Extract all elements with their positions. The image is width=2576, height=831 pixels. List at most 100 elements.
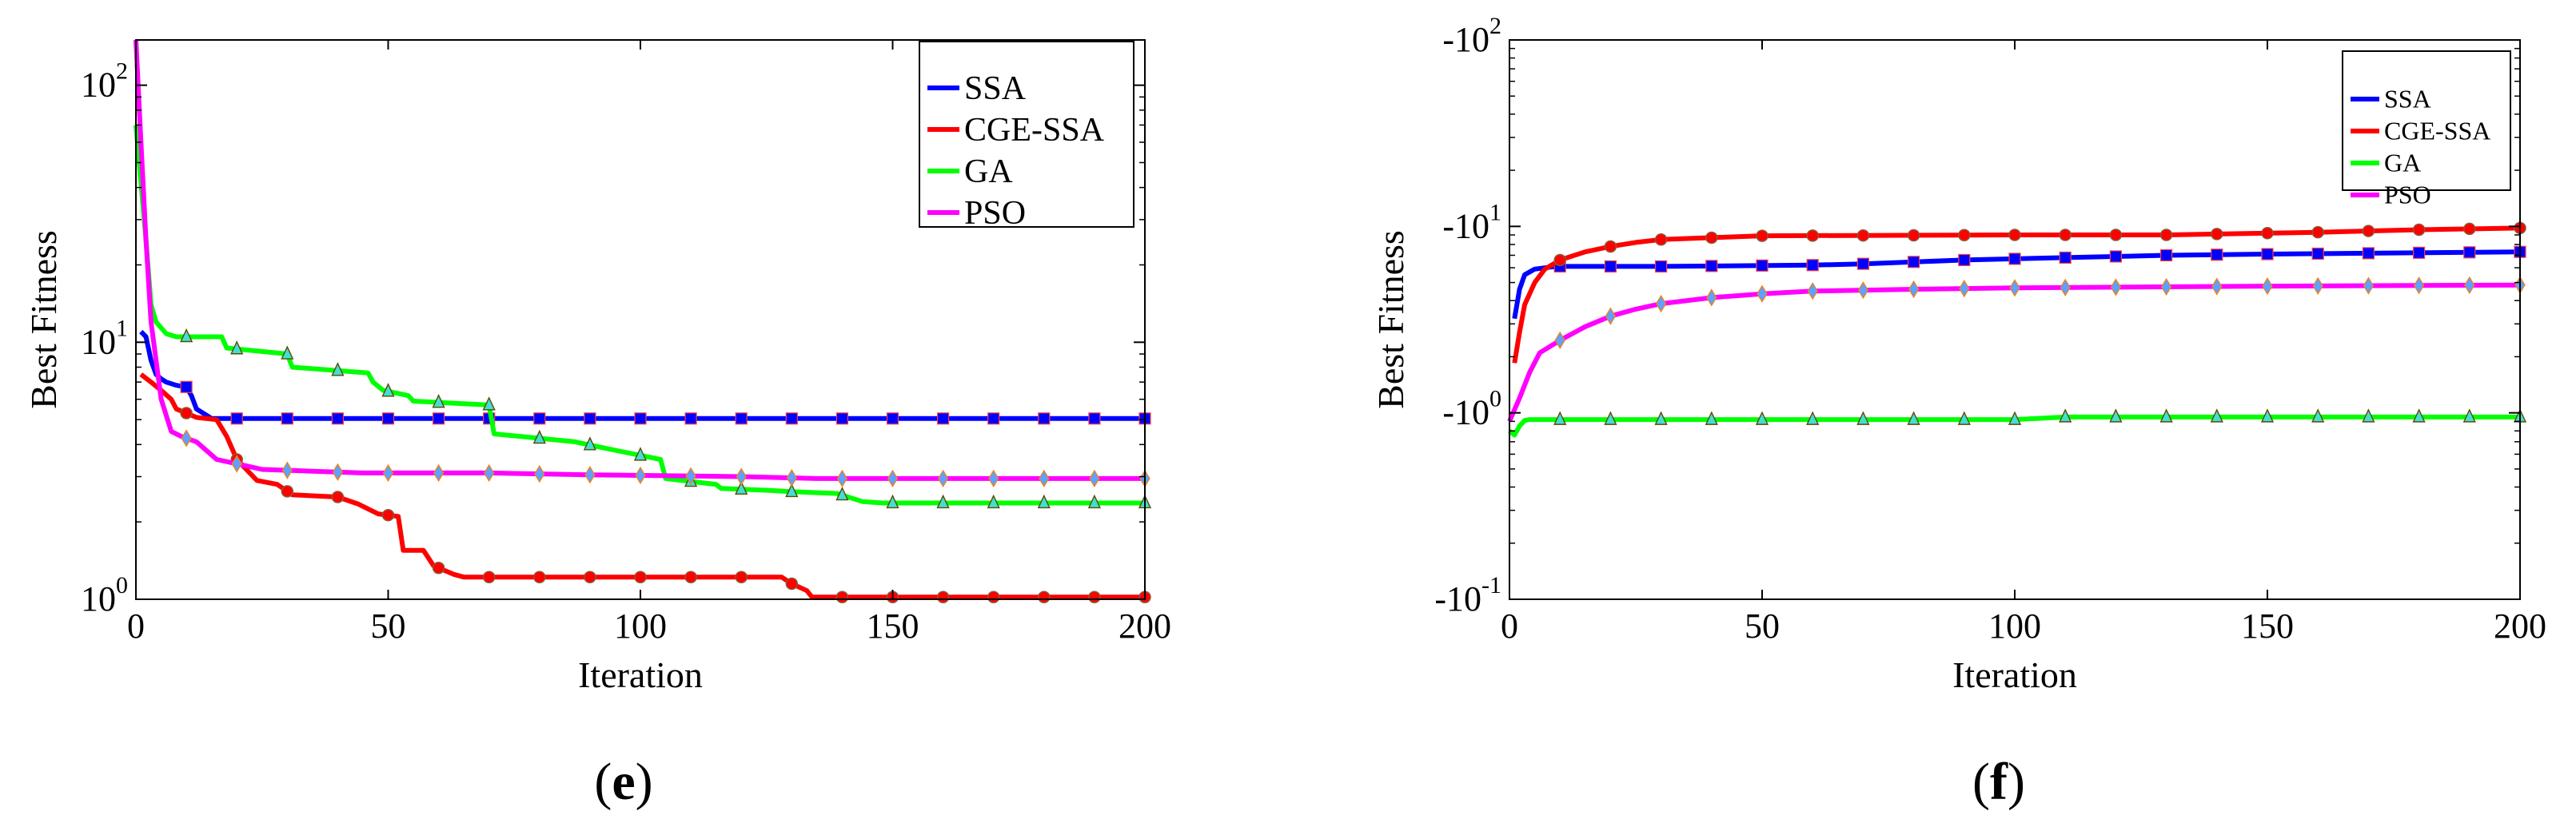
x-tick-label: 200	[2494, 606, 2546, 646]
data-point	[2059, 251, 2072, 264]
panel-label: (f)	[1972, 753, 2025, 811]
data-point	[1908, 280, 1920, 299]
data-point	[382, 463, 394, 483]
data-point	[1756, 229, 1769, 242]
x-tick-label: 50	[1745, 606, 1780, 646]
data-point	[2008, 229, 2021, 241]
data-point	[634, 412, 647, 425]
data-point	[281, 345, 294, 360]
data-point	[1088, 590, 1101, 603]
legend-label-ga: GA	[964, 153, 1013, 190]
data-point	[332, 463, 344, 481]
data-point	[432, 412, 445, 425]
data-point	[1654, 411, 1668, 425]
data-point	[1908, 256, 1920, 268]
data-point	[1958, 229, 1971, 241]
data-point	[735, 571, 748, 583]
data-point	[584, 466, 596, 484]
data-point	[532, 429, 546, 444]
x-tick-label: 100	[1988, 606, 2041, 646]
data-point	[1604, 240, 1617, 253]
data-point	[1039, 469, 1050, 488]
data-point	[987, 412, 1000, 425]
data-point	[1806, 411, 1820, 425]
data-point	[835, 590, 849, 603]
data-point	[685, 467, 696, 485]
y-tick-label: 102	[81, 58, 128, 105]
data-point	[230, 412, 243, 425]
data-point	[1553, 253, 1566, 267]
x-tick-label: 100	[614, 606, 667, 646]
data-point	[1553, 411, 1567, 425]
data-point	[331, 362, 345, 376]
data-point	[987, 494, 1000, 509]
data-point	[1705, 260, 1718, 272]
data-point	[1087, 494, 1101, 509]
data-point	[886, 412, 899, 425]
y-tick-exponent: 2	[116, 58, 128, 85]
y-tick-base: -10	[1434, 579, 1481, 618]
data-point	[736, 467, 747, 486]
data-point	[887, 469, 899, 488]
y-tick-exponent: 0	[116, 572, 128, 598]
data-point	[2009, 279, 2020, 297]
data-point	[281, 461, 293, 479]
data-point	[2362, 247, 2375, 260]
y-tick-base: -10	[1442, 206, 1489, 245]
y-tick-label: 101	[81, 315, 128, 361]
data-point	[2260, 408, 2275, 423]
data-point	[1755, 411, 1769, 425]
data-point	[2060, 278, 2071, 297]
data-point	[1856, 411, 1870, 425]
data-point	[936, 590, 950, 603]
data-point	[988, 469, 999, 488]
data-point	[835, 412, 849, 425]
y-tick-exponent: 1	[116, 315, 128, 341]
x-tick-label: 200	[1119, 606, 1171, 646]
data-point	[937, 469, 949, 488]
data-point	[1089, 469, 1100, 488]
data-point	[231, 455, 242, 473]
y-tick-exponent: 0	[1489, 386, 1501, 412]
data-point	[1757, 284, 1768, 303]
data-point	[2463, 222, 2476, 236]
chart-panel-f: 0 50 100 150 200-10-1-100-101-102IterationBe…	[1370, 13, 2546, 811]
data-point	[2160, 249, 2173, 262]
panel-letter: e	[612, 753, 635, 811]
panel-letter: f	[1990, 753, 2008, 811]
data-point	[684, 412, 697, 425]
data-point	[2312, 276, 2323, 296]
data-point	[2008, 252, 2021, 265]
data-point	[2109, 229, 2123, 241]
data-point	[1856, 257, 1869, 270]
data-point	[583, 436, 596, 451]
x-tick-label: 150	[2241, 606, 2294, 646]
y-tick-label: -102	[1442, 13, 1501, 59]
data-point	[281, 412, 293, 425]
data-point	[584, 412, 596, 425]
y-tick-exponent: 1	[1489, 199, 1501, 225]
data-point	[2463, 246, 2476, 259]
data-point	[180, 407, 193, 419]
data-point	[836, 469, 848, 488]
data-point	[2413, 276, 2425, 295]
legend-label-ssa: SSA	[964, 70, 1027, 107]
data-point	[533, 412, 546, 425]
data-point	[1957, 411, 1971, 425]
data-point	[381, 383, 395, 397]
x-axis-label: Iteration	[1952, 654, 2077, 695]
data-point	[482, 396, 496, 411]
data-point	[936, 412, 950, 425]
legend-label-ga: GA	[2384, 149, 2421, 177]
y-tick-label: -10-1	[1434, 572, 1501, 618]
data-point	[533, 571, 546, 583]
data-point	[2311, 225, 2324, 239]
data-point	[1806, 229, 1819, 242]
legend: SSA CGE-SSA GA PSO	[919, 41, 1134, 232]
data-point	[634, 571, 647, 583]
data-point	[381, 412, 395, 425]
data-point	[331, 412, 344, 425]
y-axis-label: Best Fitness	[1370, 230, 1411, 409]
data-point	[2160, 277, 2172, 296]
